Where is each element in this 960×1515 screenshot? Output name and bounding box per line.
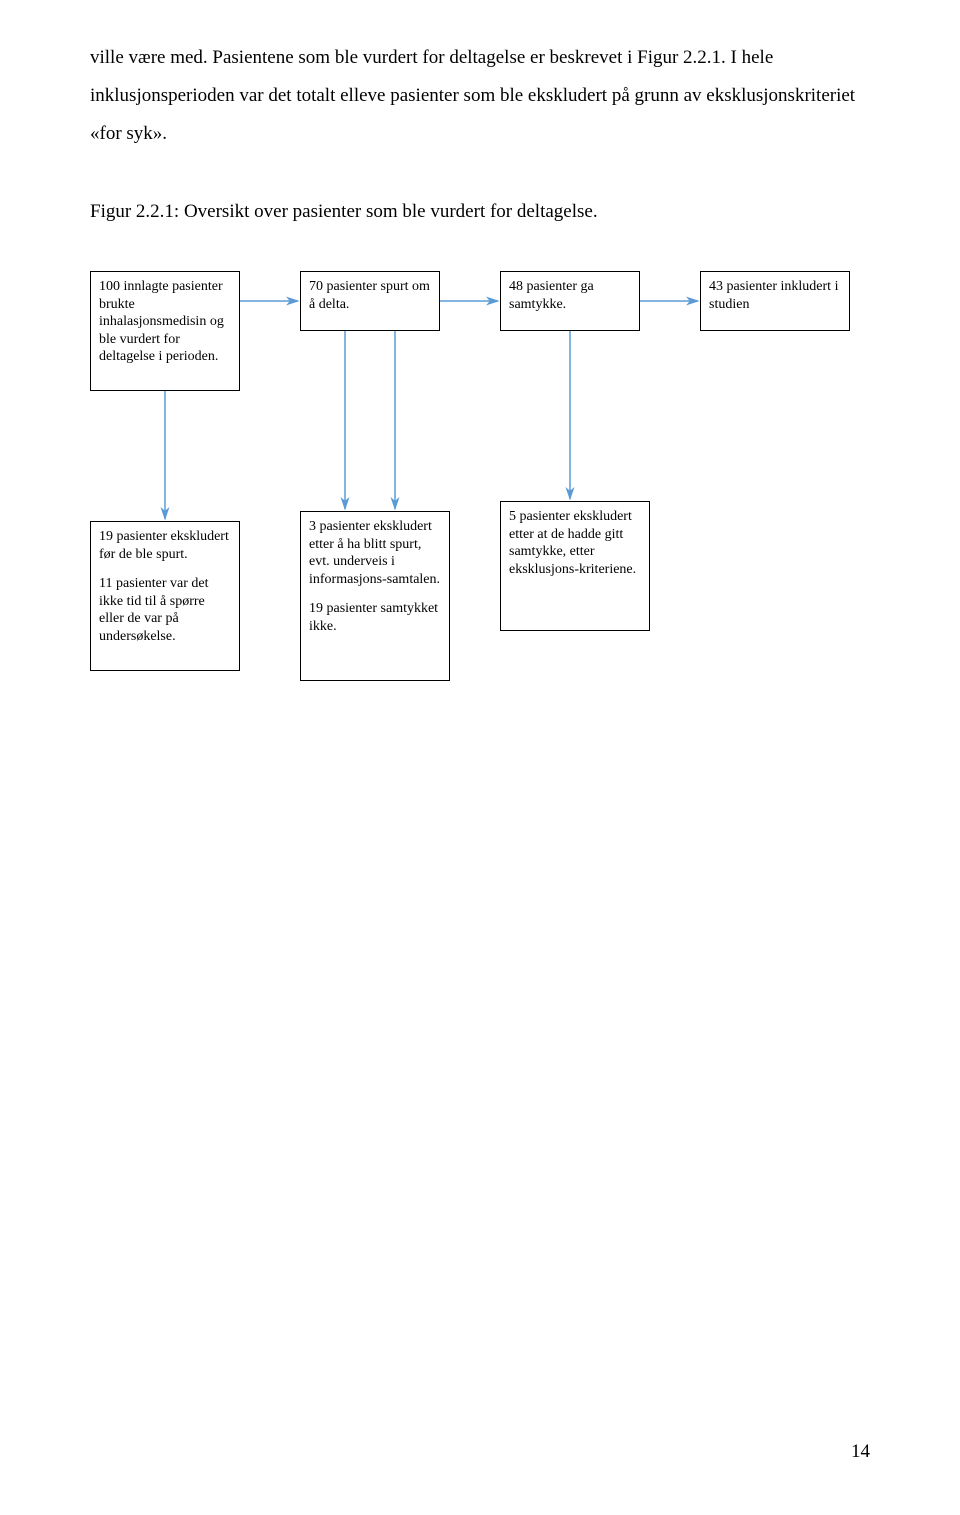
flow-box-consented: 48 pasienter ga samtykke.: [500, 271, 640, 331]
page-number: 14: [851, 1441, 870, 1463]
flow-box-text: 48 pasienter ga samtykke.: [509, 279, 594, 312]
flow-box-text: 5 pasienter ekskludert etter at de hadde…: [509, 509, 636, 577]
document-page: ville være med. Pasientene som ble vurde…: [0, 0, 960, 1515]
flow-box-excluded-after-consent: 5 pasienter ekskludert etter at de hadde…: [500, 501, 650, 631]
flow-box-text: 100 innlagte pasienter brukte inhalasjon…: [99, 279, 224, 364]
flow-box-asked: 70 pasienter spurt om å delta.: [300, 271, 440, 331]
flow-box-excluded-before: 19 pasienter ekskludert før de ble spurt…: [90, 521, 240, 671]
flow-box-excluded-after-asked: 3 pasienter ekskludert etter å ha blitt …: [300, 511, 450, 681]
flow-box-text: 43 pasienter inkludert i studien: [709, 279, 838, 312]
flow-box-text: 70 pasienter spurt om å delta.: [309, 279, 430, 312]
flow-box-text: 11 pasienter var det ikke tid til å spør…: [99, 575, 231, 645]
body-paragraph: ville være med. Pasientene som ble vurde…: [90, 39, 870, 153]
flow-box-text: 19 pasienter samtykket ikke.: [309, 600, 441, 635]
flow-box-included: 43 pasienter inkludert i studien: [700, 271, 850, 331]
flow-box-text: 19 pasienter ekskludert før de ble spurt…: [99, 528, 231, 563]
figure-caption: Figur 2.2.1: Oversikt over pasienter som…: [90, 193, 870, 231]
flow-box-enrolled: 100 innlagte pasienter brukte inhalasjon…: [90, 271, 240, 391]
flow-box-text: 3 pasienter ekskludert etter å ha blitt …: [309, 518, 441, 588]
flowchart: 100 innlagte pasienter brukte inhalasjon…: [90, 271, 870, 751]
